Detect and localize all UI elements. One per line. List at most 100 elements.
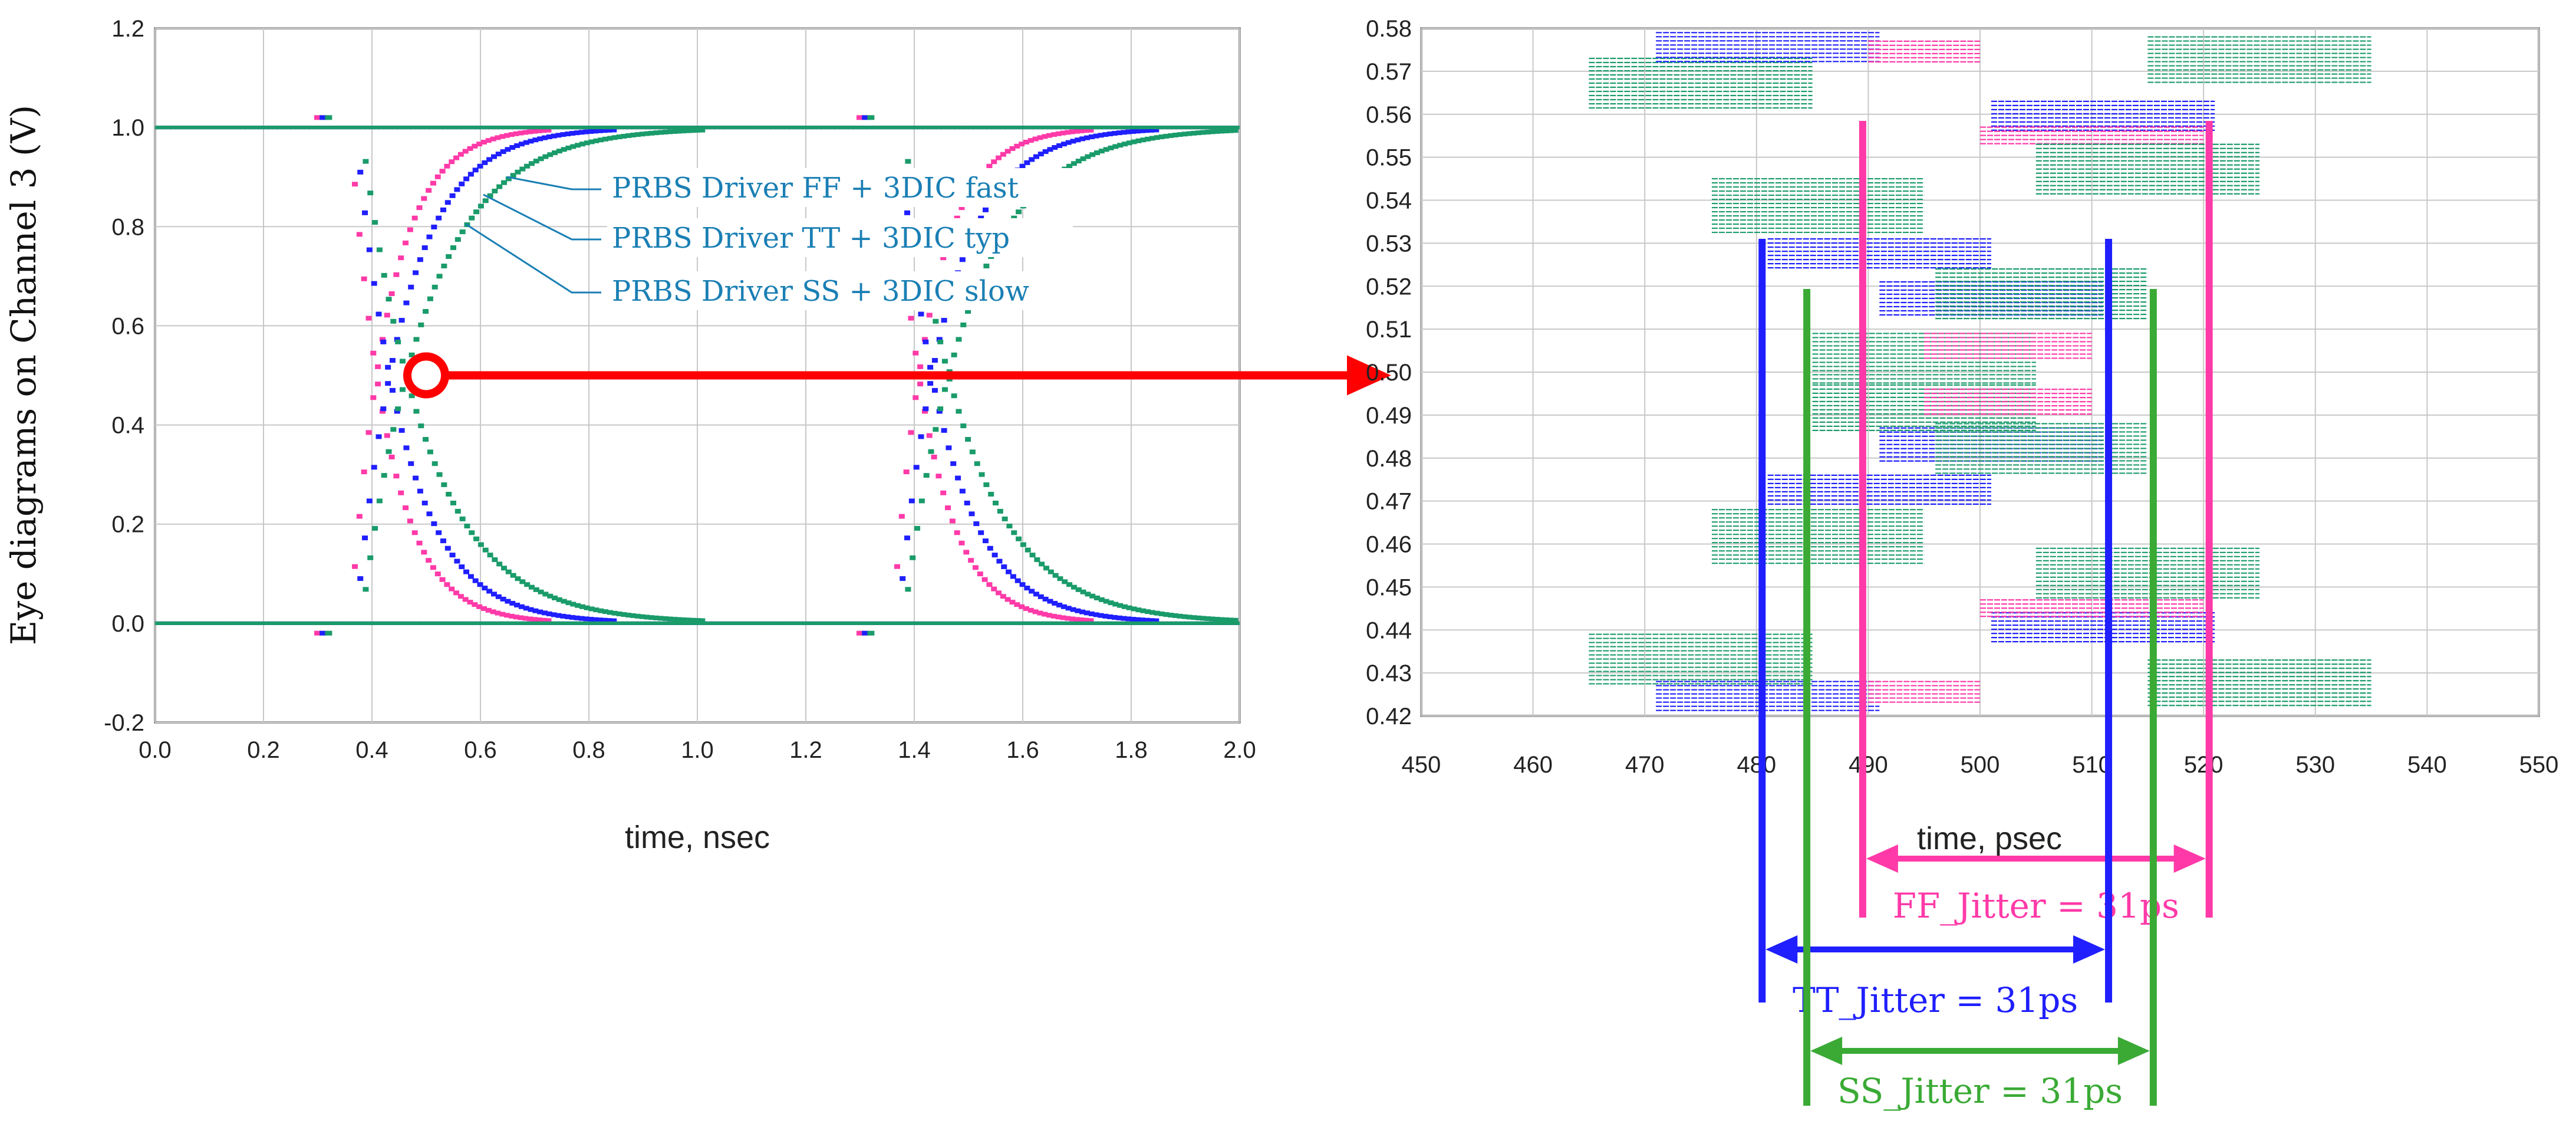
- eye-point: [917, 382, 924, 387]
- zoom-y-tick-label: 0.56: [1366, 102, 1412, 128]
- eye-point: [585, 621, 592, 625]
- eye-point: [396, 621, 403, 625]
- eye-point: [373, 621, 380, 625]
- eye-point: [1069, 126, 1076, 130]
- eye-point: [968, 126, 974, 130]
- eye-point: [1218, 129, 1225, 134]
- eye-point: [1034, 557, 1040, 563]
- eye-point: [956, 409, 962, 414]
- eye-point: [244, 621, 251, 625]
- band-ss: [1589, 57, 1813, 109]
- eye-point: [978, 530, 984, 535]
- eye-point: [1130, 129, 1137, 134]
- eye-point: [945, 505, 951, 511]
- eye-point: [598, 137, 604, 143]
- eye-point: [940, 621, 947, 625]
- eye-point: [1102, 613, 1109, 619]
- eye-point: [1014, 621, 1020, 625]
- eye-point: [511, 621, 518, 625]
- eye-point: [355, 126, 361, 130]
- eye-point: [825, 126, 831, 130]
- eye-point: [507, 126, 513, 130]
- eye-point: [390, 427, 397, 432]
- eye-point: [968, 621, 974, 625]
- eye-point: [207, 621, 213, 625]
- eye-point: [667, 129, 673, 134]
- eye-point: [1084, 610, 1091, 616]
- eye-point: [625, 133, 632, 138]
- eye-point: [436, 530, 442, 535]
- eye-point: [421, 245, 428, 251]
- eye-point: [862, 126, 868, 130]
- eye-point: [1131, 139, 1137, 144]
- eye-point: [1140, 608, 1147, 613]
- eye-point: [917, 126, 924, 130]
- eye-point: [1235, 621, 1240, 625]
- eye-point: [409, 352, 415, 357]
- zoom-grid: [1421, 28, 2539, 717]
- eye-point: [212, 126, 218, 130]
- eye-point: [937, 339, 944, 344]
- eye-point: [1153, 618, 1159, 623]
- zoom-arrowhead: [1347, 355, 1391, 396]
- eye-point: [904, 535, 911, 541]
- eye-point: [996, 621, 1002, 625]
- eye-point: [308, 126, 315, 130]
- eye-point: [1055, 621, 1062, 625]
- eye-point: [285, 126, 292, 130]
- eye-point: [1019, 604, 1025, 609]
- eye-point: [996, 558, 1003, 564]
- eye-point: [811, 126, 818, 130]
- eye-point: [1112, 144, 1119, 149]
- eye-point: [991, 586, 997, 591]
- eye-point: [417, 488, 423, 494]
- eye-point: [1085, 591, 1091, 597]
- eye-point: [622, 621, 628, 625]
- eye-point: [336, 126, 342, 130]
- eye-point: [769, 621, 776, 625]
- eye-point: [216, 126, 223, 130]
- eye-point: [440, 207, 446, 212]
- eye-point: [166, 126, 172, 130]
- eye-point: [1056, 143, 1063, 148]
- eye-point: [1070, 161, 1077, 166]
- band-ff: [1924, 389, 2092, 415]
- eye-point: [452, 126, 458, 130]
- eye-point: [532, 617, 538, 622]
- eye-x-tick-label: 0.8: [572, 737, 605, 763]
- eye-point: [1088, 127, 1094, 133]
- eye-point: [606, 618, 612, 623]
- eye-point: [941, 428, 947, 433]
- eye-point: [1080, 589, 1086, 594]
- eye-point: [965, 436, 971, 442]
- eye-point: [314, 115, 321, 120]
- eye-point: [426, 234, 433, 239]
- eye-point: [203, 126, 209, 130]
- eye-point: [545, 618, 552, 623]
- eye-diagram-panel: 0.0 0.2 0.4 0.6 0.8 1.0 1.2 1.4 1.6 1.8 2.0 -0.20.…: [4, 16, 1391, 855]
- eye-point: [662, 616, 668, 622]
- eye-point: [447, 621, 453, 625]
- eye-point: [981, 621, 988, 625]
- eye-point: [375, 434, 382, 439]
- eye-point: [452, 621, 458, 625]
- eye-series-2: [155, 115, 1240, 636]
- eye-point: [639, 614, 645, 619]
- eye-point: [539, 621, 545, 625]
- eye-point: [926, 313, 933, 318]
- eye-point: [1195, 615, 1202, 620]
- eye-point: [352, 182, 358, 187]
- eye-point: [913, 126, 919, 130]
- eye-point: [1101, 621, 1108, 625]
- eye-point: [1106, 621, 1112, 625]
- eye-point: [193, 126, 200, 130]
- eye-point: [212, 621, 218, 625]
- eye-point: [440, 538, 446, 544]
- eye-point: [421, 550, 427, 555]
- eye-point: [1016, 209, 1022, 215]
- eye-point: [558, 126, 564, 130]
- eye-point: [903, 469, 910, 475]
- eye-point: [653, 130, 660, 136]
- eye-point: [597, 128, 603, 133]
- eye-point: [1097, 126, 1103, 130]
